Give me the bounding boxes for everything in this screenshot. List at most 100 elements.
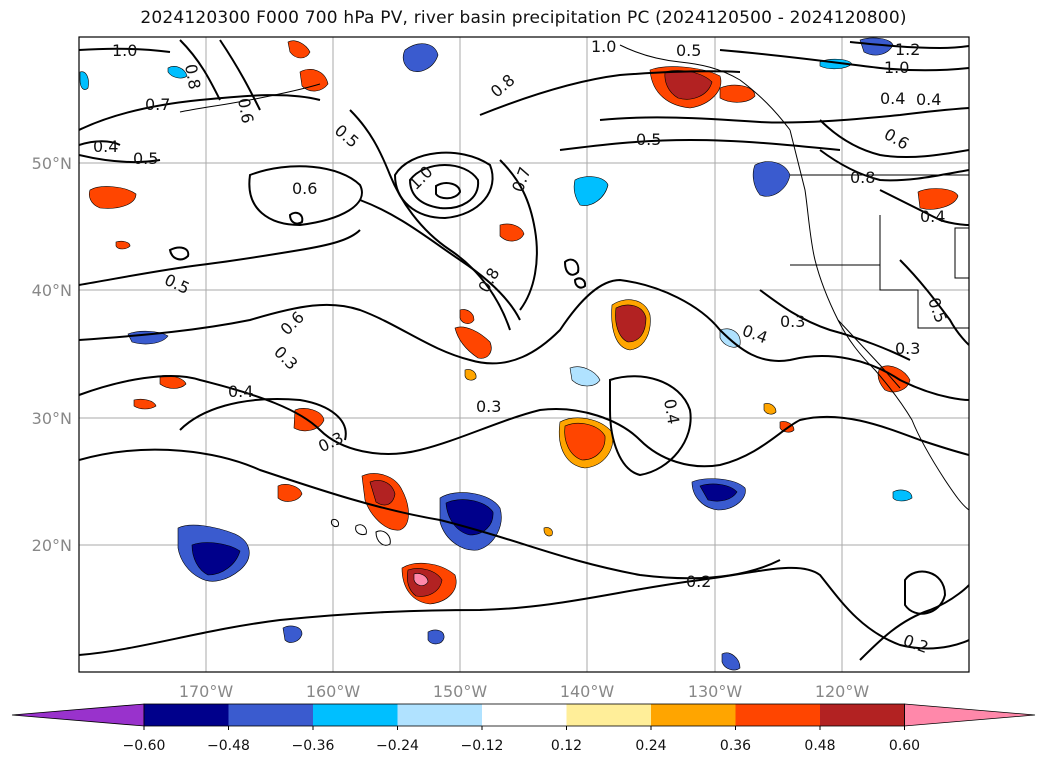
contour-0.5-main xyxy=(349,109,511,331)
west-coast xyxy=(789,129,969,511)
pos-blob-1 xyxy=(454,326,492,359)
colorbar-segment xyxy=(144,704,229,726)
contour-0.2-south xyxy=(79,448,781,580)
lat-label: 20°N xyxy=(32,536,72,555)
colorbar-tick: 0.12 xyxy=(551,738,582,754)
neg-blob-small6 xyxy=(569,366,601,387)
neg-blob-vancouver xyxy=(752,161,791,197)
state-line-2 xyxy=(879,265,969,329)
contour-label: 0.3 xyxy=(476,397,501,416)
contour-0.5-loop-w xyxy=(168,246,190,261)
colorbar-segment xyxy=(228,704,313,726)
lat-label: 40°N xyxy=(32,281,72,300)
contour-0.3-b xyxy=(179,398,347,441)
contour-0.5-w xyxy=(79,229,361,286)
longitude-labels: 170°W 160°W 150°W 140°W 130°W 120°W xyxy=(179,682,870,701)
contour-0.8-n xyxy=(479,70,741,116)
contour-1.0-inner xyxy=(435,182,462,200)
contour-0.6-ne xyxy=(819,119,969,159)
hawaii-1 xyxy=(331,519,339,527)
pos-blob-8 xyxy=(133,398,157,410)
colorbar: −0.60 −0.48 −0.36 −0.24 −0.12 0.12 0.24 … xyxy=(11,703,1036,754)
pos-blob-4 xyxy=(277,484,303,502)
hawaii-3 xyxy=(375,530,391,546)
neg-blob-small9 xyxy=(167,66,188,79)
neg-core-east xyxy=(699,483,738,502)
pos-core-center xyxy=(564,423,606,461)
contour-label: 0.2 xyxy=(686,572,711,591)
lon-label: 170°W xyxy=(179,682,234,701)
colorbar-tick: −0.60 xyxy=(123,738,166,754)
contour-label: 0.3 xyxy=(780,312,805,331)
pos-blob-2 xyxy=(499,223,525,242)
lon-label: 160°W xyxy=(306,682,361,701)
contour-label: 1.0 xyxy=(591,37,616,56)
contour-label: 1.0 xyxy=(884,58,909,77)
contour-0.4-mid xyxy=(79,278,969,401)
neg-blob-small3 xyxy=(282,625,303,643)
map-frame xyxy=(78,36,970,673)
pos-blob-alaska2 xyxy=(719,84,756,103)
contour-label: 0.4 xyxy=(228,382,253,401)
contour-1.0-ne xyxy=(719,49,969,72)
colorbar-tick: 0.36 xyxy=(720,738,751,754)
contour-label: 0.3 xyxy=(895,339,920,358)
graticule xyxy=(79,37,969,672)
contour-0.4-loop xyxy=(609,375,692,477)
contour-0.4-nw xyxy=(79,140,121,146)
colorbar-over-arrow xyxy=(904,703,1036,727)
pos-blob-12 xyxy=(763,403,777,415)
contour-0.7-a xyxy=(79,94,321,131)
colorbar-frame xyxy=(143,703,905,727)
pos-blob-14 xyxy=(543,527,553,537)
contour-0.4-ne xyxy=(879,189,969,226)
neg-blob-small1 xyxy=(573,176,609,206)
lon-label: 150°W xyxy=(433,682,488,701)
contour-0.5-ne xyxy=(599,107,969,124)
hawaii-2 xyxy=(355,524,367,535)
contour-0.3-e xyxy=(759,289,911,361)
colorbar-tick: −0.12 xyxy=(461,738,504,754)
neg-blob-north1 xyxy=(402,43,439,72)
contour-label: 0.4 xyxy=(880,89,905,108)
state-line-3 xyxy=(837,319,901,389)
colorbar-segment xyxy=(397,704,482,726)
colorbar-under-arrow xyxy=(11,703,145,727)
aleutians xyxy=(179,83,321,113)
contour-label: 1.2 xyxy=(895,40,920,59)
pos-blob-6 xyxy=(299,69,329,92)
contour-label: 0.8 xyxy=(850,168,875,187)
contour-0.6-b xyxy=(359,199,521,321)
contour-0.5-n xyxy=(559,138,841,151)
precip-shading xyxy=(79,37,959,671)
contour-0.3-loop2 xyxy=(573,277,587,289)
contour-label: 0.5 xyxy=(636,130,661,149)
neg-blob-small5 xyxy=(721,652,741,671)
colorbar-tick: 0.24 xyxy=(635,738,666,754)
neg-blob-small11 xyxy=(79,71,89,90)
contour-label: 0.4 xyxy=(916,90,941,109)
contour-0.3-loop xyxy=(563,258,580,276)
colorbar-tick: −0.36 xyxy=(292,738,335,754)
lat-label: 50°N xyxy=(32,154,72,173)
contour-1.0-nw xyxy=(79,47,171,53)
contour-label: 0.7 xyxy=(145,95,170,114)
colorbar-tick: 0.60 xyxy=(889,738,920,754)
colorbar-segment xyxy=(313,704,398,726)
contour-0.2-se xyxy=(859,584,969,661)
contour-0.6-nw xyxy=(219,39,261,111)
colorbar-tick: −0.24 xyxy=(376,738,419,754)
colorbar-tick: 0.48 xyxy=(804,738,835,754)
contour-0.6-loop xyxy=(288,211,304,225)
neg-blob-small7 xyxy=(892,489,913,502)
contour-label: 0.8 xyxy=(181,63,204,91)
pos-blob-10 xyxy=(459,309,475,324)
contour-1.2-ne xyxy=(849,41,969,50)
contour-0.6-ring xyxy=(248,165,363,227)
lat-label: 30°N xyxy=(32,409,72,428)
pos-blob-south-over xyxy=(413,573,429,586)
colorbar-segment xyxy=(820,704,905,726)
contour-0.5-nw xyxy=(79,154,161,164)
contour-0.2-loop xyxy=(904,570,947,615)
